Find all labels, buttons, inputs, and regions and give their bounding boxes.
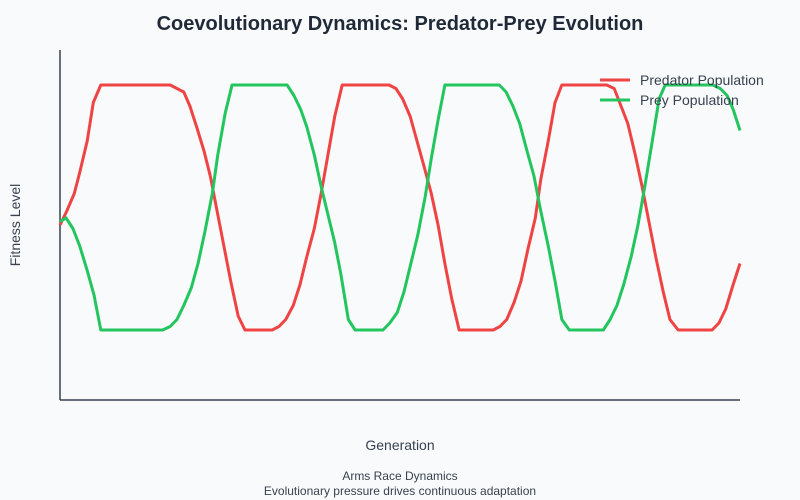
- series-group: [58, 83, 742, 332]
- caption-subtitle: Evolutionary pressure drives continuous …: [264, 484, 536, 498]
- y-axis-label: Fitness Level: [7, 184, 23, 266]
- predator-series-line: [58, 83, 742, 332]
- x-axis-label: Generation: [365, 437, 434, 453]
- caption-title: Arms Race Dynamics: [342, 469, 457, 483]
- prey-series-line: [59, 83, 742, 332]
- legend: Predator Population Prey Population: [600, 72, 764, 108]
- legend-label-predator: Predator Population: [640, 72, 764, 88]
- chart-title: Coevolutionary Dynamics: Predator-Prey E…: [157, 13, 644, 35]
- legend-label-prey: Prey Population: [640, 92, 739, 108]
